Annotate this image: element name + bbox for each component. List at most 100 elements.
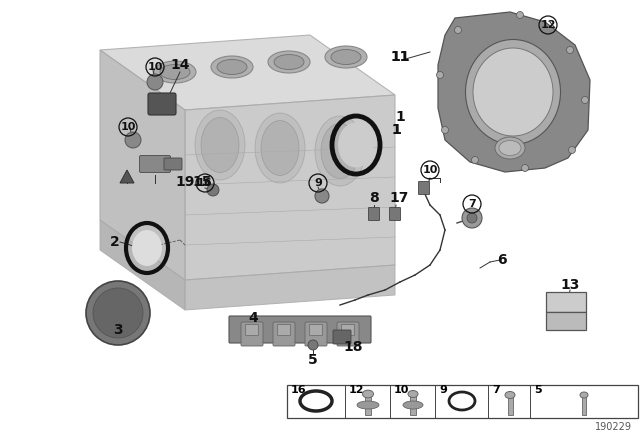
Text: 190229: 190229 — [595, 422, 632, 432]
Ellipse shape — [499, 141, 521, 155]
Ellipse shape — [132, 230, 162, 266]
Text: 10: 10 — [147, 62, 163, 72]
FancyBboxPatch shape — [305, 322, 327, 346]
FancyBboxPatch shape — [546, 312, 586, 330]
FancyBboxPatch shape — [310, 324, 323, 336]
Ellipse shape — [211, 56, 253, 78]
Text: 19: 19 — [175, 175, 195, 189]
Polygon shape — [100, 220, 185, 310]
Circle shape — [566, 47, 573, 53]
Ellipse shape — [331, 49, 361, 65]
Text: 9: 9 — [439, 385, 447, 395]
Bar — [365, 393, 371, 415]
Ellipse shape — [362, 390, 374, 398]
Text: 5: 5 — [534, 385, 541, 395]
Bar — [410, 393, 416, 415]
Text: 13: 13 — [560, 278, 580, 292]
FancyBboxPatch shape — [390, 207, 401, 220]
Circle shape — [462, 208, 482, 228]
Circle shape — [308, 340, 318, 350]
Ellipse shape — [580, 392, 588, 398]
Ellipse shape — [338, 122, 374, 168]
Circle shape — [442, 126, 449, 134]
FancyBboxPatch shape — [148, 93, 176, 115]
Circle shape — [86, 281, 150, 345]
Polygon shape — [120, 170, 134, 183]
Text: 2: 2 — [110, 235, 120, 249]
Circle shape — [522, 164, 529, 172]
FancyBboxPatch shape — [246, 324, 259, 336]
Text: 1: 1 — [391, 123, 401, 137]
FancyBboxPatch shape — [333, 330, 351, 344]
FancyBboxPatch shape — [140, 155, 170, 172]
Circle shape — [436, 72, 444, 78]
FancyBboxPatch shape — [229, 316, 371, 343]
Text: 14: 14 — [170, 58, 189, 72]
Text: 6: 6 — [497, 253, 507, 267]
Polygon shape — [185, 265, 395, 310]
Ellipse shape — [268, 51, 310, 73]
Text: 9: 9 — [314, 178, 322, 188]
Ellipse shape — [495, 137, 525, 159]
FancyBboxPatch shape — [369, 207, 380, 220]
Text: 17: 17 — [389, 191, 409, 205]
FancyBboxPatch shape — [342, 324, 355, 336]
FancyBboxPatch shape — [337, 322, 359, 346]
Circle shape — [467, 213, 477, 223]
Text: 12: 12 — [349, 385, 365, 395]
Bar — [582, 393, 586, 415]
Text: 3: 3 — [113, 323, 123, 337]
Ellipse shape — [465, 39, 561, 145]
Polygon shape — [100, 35, 395, 110]
Text: 5: 5 — [308, 353, 318, 367]
Bar — [287, 385, 638, 418]
Text: 12: 12 — [540, 20, 556, 30]
Circle shape — [207, 184, 219, 196]
Circle shape — [125, 132, 141, 148]
FancyBboxPatch shape — [164, 158, 182, 170]
Ellipse shape — [160, 65, 190, 79]
Polygon shape — [438, 12, 590, 172]
Ellipse shape — [315, 116, 365, 186]
Text: 16: 16 — [291, 385, 307, 395]
FancyBboxPatch shape — [419, 181, 429, 194]
Ellipse shape — [473, 48, 553, 136]
Text: 7: 7 — [468, 199, 476, 209]
Polygon shape — [100, 50, 185, 280]
Ellipse shape — [195, 110, 245, 180]
Ellipse shape — [201, 117, 239, 172]
Ellipse shape — [403, 401, 423, 409]
Circle shape — [93, 288, 143, 338]
FancyBboxPatch shape — [546, 292, 586, 312]
Circle shape — [315, 189, 329, 203]
Circle shape — [568, 146, 575, 154]
Polygon shape — [185, 95, 395, 280]
FancyBboxPatch shape — [241, 322, 263, 346]
Ellipse shape — [408, 391, 418, 397]
FancyBboxPatch shape — [273, 322, 295, 346]
Circle shape — [472, 156, 479, 164]
Ellipse shape — [261, 121, 299, 176]
Ellipse shape — [274, 55, 304, 69]
Circle shape — [516, 12, 524, 18]
Ellipse shape — [321, 124, 359, 178]
Text: 11: 11 — [390, 50, 410, 64]
Text: 10: 10 — [120, 122, 136, 132]
Text: 10: 10 — [422, 165, 438, 175]
Ellipse shape — [357, 401, 379, 409]
Text: 10: 10 — [394, 385, 410, 395]
Text: 1: 1 — [391, 123, 401, 137]
Ellipse shape — [325, 46, 367, 68]
Text: 16: 16 — [197, 178, 213, 188]
Text: 7: 7 — [492, 385, 500, 395]
Ellipse shape — [217, 60, 247, 74]
Text: 4: 4 — [248, 311, 258, 325]
Text: 8: 8 — [369, 191, 379, 205]
Text: 11: 11 — [390, 50, 410, 64]
Ellipse shape — [255, 113, 305, 183]
FancyBboxPatch shape — [278, 324, 291, 336]
Circle shape — [454, 26, 461, 34]
Text: 18: 18 — [343, 340, 363, 354]
Text: 15: 15 — [192, 175, 212, 189]
Text: 1: 1 — [395, 110, 405, 124]
